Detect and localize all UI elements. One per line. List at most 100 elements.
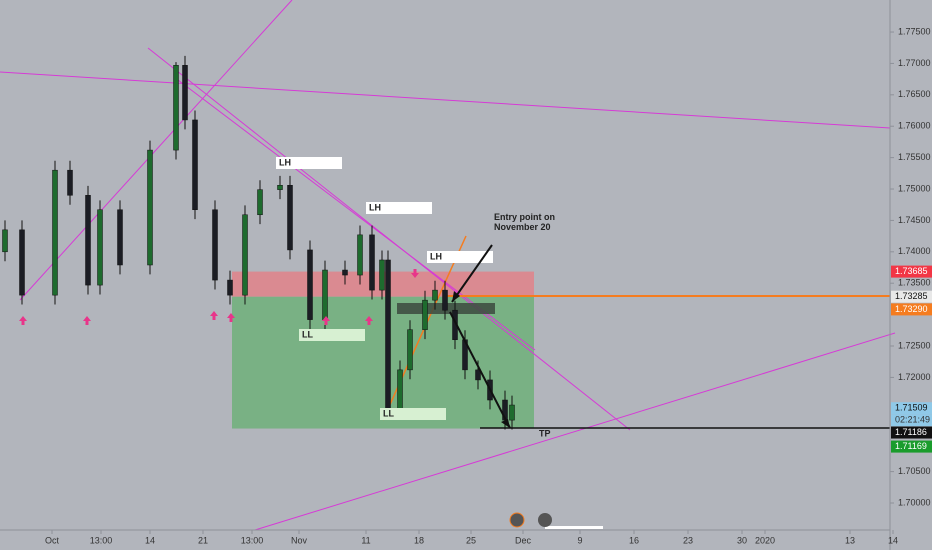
price-badge bbox=[891, 426, 932, 439]
candle-body bbox=[277, 184, 283, 190]
price-badge-label: 1.73685 bbox=[895, 266, 928, 276]
annotation: LL bbox=[302, 329, 313, 339]
x-tick-label: 9 bbox=[577, 535, 582, 545]
countdown-badge bbox=[891, 414, 932, 427]
y-tick-label: 1.70000 bbox=[898, 497, 931, 507]
x-tick-label: 14 bbox=[145, 535, 155, 545]
annotation: TP bbox=[539, 428, 551, 438]
trendline bbox=[254, 332, 896, 531]
x-axis bbox=[0, 530, 890, 550]
candle-body bbox=[227, 279, 233, 296]
event-icon[interactable] bbox=[509, 512, 525, 528]
price-badge-label: 1.73285 bbox=[895, 291, 928, 301]
y-tick-label: 1.76500 bbox=[898, 89, 931, 99]
candle-body bbox=[173, 65, 179, 151]
target-zone bbox=[232, 296, 534, 429]
x-tick-label: Oct bbox=[45, 535, 60, 545]
x-tick-label: 2020 bbox=[755, 535, 775, 545]
candle-body bbox=[212, 209, 218, 281]
x-tick-label: 25 bbox=[466, 535, 476, 545]
price-badge bbox=[891, 303, 932, 316]
y-tick-label: 1.72000 bbox=[898, 372, 931, 382]
candle-body bbox=[432, 289, 438, 301]
y-tick-label: 1.77000 bbox=[898, 58, 931, 68]
x-tick-label: 30 bbox=[737, 535, 747, 545]
annotation: LH bbox=[430, 251, 442, 261]
candle-body bbox=[52, 169, 58, 296]
event-icon[interactable] bbox=[538, 513, 552, 527]
entry-annotation: Entry point on November 20 bbox=[494, 212, 555, 232]
candle-body bbox=[257, 189, 263, 216]
candle-body bbox=[85, 195, 91, 286]
x-tick-label: 11 bbox=[361, 535, 370, 545]
arrow bbox=[451, 244, 493, 303]
candle-body bbox=[2, 229, 8, 253]
x-tick-label: 23 bbox=[683, 535, 693, 545]
candle-body bbox=[97, 209, 103, 286]
label-box bbox=[276, 157, 342, 169]
candle-body bbox=[67, 169, 73, 196]
candle-body bbox=[475, 369, 481, 381]
candle-body bbox=[242, 214, 248, 296]
candle-body bbox=[147, 149, 153, 266]
label-box bbox=[366, 202, 432, 214]
label-box bbox=[299, 329, 365, 341]
candle-body bbox=[117, 209, 123, 266]
x-tick-label: 18 bbox=[414, 535, 424, 545]
arrow bbox=[449, 311, 511, 429]
x-tick-label: 13:00 bbox=[241, 535, 264, 545]
candle-body bbox=[407, 329, 413, 371]
candle-body bbox=[422, 299, 428, 330]
scrollbar bbox=[545, 526, 603, 529]
x-tick-label: Nov bbox=[291, 535, 308, 545]
candle-body bbox=[357, 234, 363, 276]
x-tick-label: 16 bbox=[629, 535, 639, 545]
x-tick-label: 13:00 bbox=[90, 535, 113, 545]
price-badge bbox=[891, 402, 932, 415]
price-badge bbox=[891, 265, 932, 278]
y-tick-label: 1.75500 bbox=[898, 152, 931, 162]
x-tick-label: 21 bbox=[198, 535, 208, 545]
candle-body bbox=[307, 249, 313, 320]
candle-body bbox=[397, 369, 403, 411]
candle-body bbox=[322, 269, 328, 320]
countdown: 02:21:49 bbox=[895, 415, 930, 425]
candle-body bbox=[342, 269, 348, 276]
candle-body bbox=[369, 234, 375, 291]
x-tick-label: Dec bbox=[515, 535, 532, 545]
candle-body bbox=[379, 259, 385, 291]
candle-body bbox=[287, 184, 293, 251]
label-box bbox=[380, 408, 446, 420]
y-tick-label: 1.74500 bbox=[898, 215, 931, 225]
swing-markers bbox=[19, 269, 419, 325]
y-tick-label: 1.75000 bbox=[898, 183, 931, 193]
annotation: LL bbox=[383, 408, 394, 418]
y-tick-label: 1.72500 bbox=[898, 340, 931, 350]
y-tick-label: 1.77500 bbox=[898, 26, 931, 36]
price-badge bbox=[891, 290, 932, 303]
candle-body bbox=[385, 259, 391, 411]
label-box bbox=[427, 251, 493, 263]
candle-body bbox=[442, 289, 448, 311]
candle-body bbox=[192, 119, 198, 210]
trendline bbox=[19, 0, 293, 301]
y-tick-label: 1.70500 bbox=[898, 466, 931, 476]
trendline bbox=[0, 71, 891, 129]
price-badge-label: 1.71186 bbox=[895, 427, 927, 437]
x-tick-label: 13 bbox=[845, 535, 855, 545]
y-tick-label: 1.73500 bbox=[898, 278, 931, 288]
x-tick-label: 14 bbox=[888, 535, 898, 545]
arrowhead bbox=[452, 291, 460, 302]
candle-body bbox=[509, 404, 515, 421]
price-badge-label: 1.73290 bbox=[895, 304, 928, 314]
y-tick-label: 1.74000 bbox=[898, 246, 931, 256]
annotation: LH bbox=[279, 157, 291, 167]
arrowhead bbox=[501, 419, 510, 428]
annotation: LH bbox=[369, 202, 381, 212]
candle-body bbox=[182, 65, 188, 121]
price-badge-label: 1.71509 bbox=[895, 403, 928, 413]
candle-body bbox=[19, 229, 25, 296]
y-tick-label: 1.76000 bbox=[898, 121, 931, 131]
